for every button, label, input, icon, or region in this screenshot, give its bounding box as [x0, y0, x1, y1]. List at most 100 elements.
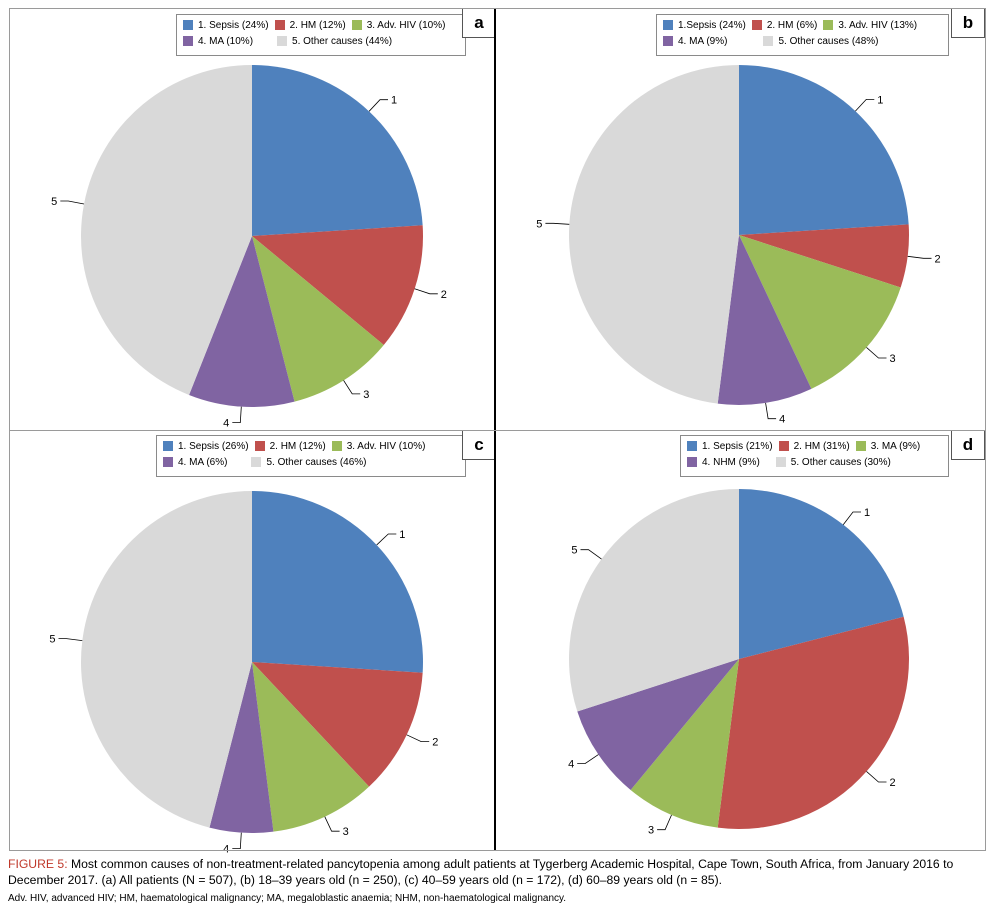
leader-line-2 [406, 734, 430, 743]
panel-letter-b: b [951, 8, 985, 38]
pie-slice-3 [252, 236, 384, 402]
legend-swatch [778, 441, 789, 451]
legend-swatch [254, 441, 265, 451]
slice-label-4: 4 [223, 844, 229, 856]
legend-swatch [274, 20, 285, 30]
slice-label-3: 3 [363, 389, 369, 401]
legend-label: 1. Sepsis (21%) [702, 440, 773, 452]
legend-swatch [351, 20, 362, 30]
leader-line-2 [414, 288, 438, 295]
legend-swatch [183, 20, 193, 30]
legend-swatch [183, 36, 193, 46]
legend-label: 5. Other causes (30%) [790, 456, 891, 468]
pie-slice-4 [717, 235, 812, 406]
legend-swatch [687, 441, 697, 451]
legend-c: 1. Sepsis (26%) 2. HM (12%) 3. Adv. HIV … [156, 435, 466, 477]
panel-b: 1 2 3 4 5 1.Sepsis (24%) 2. HM (6%) 3. Adv. … [495, 8, 985, 430]
pie-slice-1 [739, 489, 904, 659]
figure-caption: FIGURE 5: Most common causes of non-trea… [8, 856, 993, 888]
legend-label: 4. NHM (9%) [702, 456, 760, 468]
legend-label: 2. HM (12%) [289, 19, 346, 31]
pie-slice-2 [252, 662, 423, 787]
leader-line-4 [577, 754, 599, 764]
figure-label: FIGURE 5: [8, 857, 68, 871]
pie-chart-d: 1 2 3 4 5 [568, 489, 910, 837]
legend-swatch [763, 36, 774, 46]
legend-swatch [823, 20, 834, 30]
abbreviations-note: Adv. HIV, advanced HIV; HM, haematologic… [8, 893, 567, 904]
slice-label-3: 3 [890, 353, 896, 365]
slice-label-2: 2 [935, 253, 941, 265]
frame-left [9, 8, 10, 850]
legend-swatch [331, 441, 342, 451]
legend-swatch [163, 457, 173, 467]
slice-label-2: 2 [432, 737, 438, 749]
frame-middle [9, 430, 986, 431]
legend-label: 1. Sepsis (24%) [198, 19, 269, 31]
legend-label: 3. Adv. HIV (13%) [838, 19, 918, 31]
pie-slice-2 [252, 225, 423, 345]
frame-top [9, 8, 986, 9]
legend-label: 2. HM (12%) [269, 440, 326, 452]
slice-label-5: 5 [49, 634, 55, 646]
pie-slice-4 [189, 236, 295, 408]
legend-label: 1.Sepsis (24%) [678, 19, 746, 31]
legend-swatch [751, 20, 762, 30]
panel-d: 1 2 3 4 5 1. Sepsis (21%) 2. HM (31%) 3. MA … [495, 430, 985, 850]
vertical-divider [494, 8, 496, 850]
leader-line-5 [58, 638, 83, 641]
pie-slice-5 [81, 65, 252, 395]
legend-b: 1.Sepsis (24%) 2. HM (6%) 3. Adv. HIV (1… [656, 14, 949, 56]
slice-label-5: 5 [536, 218, 542, 230]
legend-swatch [277, 36, 288, 46]
pie-slice-1 [252, 65, 423, 236]
leader-line-2 [866, 771, 887, 783]
pie-slice-4 [209, 662, 274, 833]
pie-chart-a: 1 2 3 4 5 [51, 65, 447, 430]
slice-label-2: 2 [890, 777, 896, 789]
pie-slice-5 [569, 489, 739, 712]
legend-label: 5. Other causes (46%) [266, 456, 367, 468]
slice-label-3: 3 [648, 825, 654, 837]
panel-c: 1 2 3 4 5 1. Sepsis (26%) 2. HM (12%) 3. Adv… [10, 430, 496, 856]
pie-slice-1 [739, 65, 909, 235]
legend-label: 3. Adv. HIV (10%) [366, 19, 446, 31]
legend-label: 2. HM (31%) [793, 440, 850, 452]
panel-letter-d: d [951, 430, 985, 460]
legend-d: 1. Sepsis (21%) 2. HM (31%) 3. MA (9%) 4… [680, 435, 949, 477]
pie-slice-1 [252, 491, 423, 673]
leader-line-3 [324, 816, 340, 832]
legend-swatch [663, 20, 673, 30]
leader-line-3 [866, 347, 887, 359]
legend-swatch [687, 457, 697, 467]
legend-a: 1. Sepsis (24%) 2. HM (12%) 3. Adv. HIV … [176, 14, 466, 56]
slice-label-4: 4 [223, 418, 229, 430]
slice-label-1: 1 [391, 95, 397, 107]
legend-label: 3. MA (9%) [870, 440, 921, 452]
legend-label: 5. Other causes (44%) [292, 35, 393, 47]
legend-label: 5. Other causes (48%) [778, 35, 879, 47]
leader-line-4 [765, 402, 777, 420]
slice-label-1: 1 [864, 507, 870, 519]
leader-line-5 [60, 200, 85, 205]
legend-swatch [855, 441, 866, 451]
slice-label-2: 2 [441, 289, 447, 301]
legend-label: 4. MA (6%) [178, 456, 228, 468]
frame-bottom [9, 850, 986, 851]
slice-label-5: 5 [51, 196, 57, 208]
leader-line-1 [368, 99, 388, 112]
pie-slice-3 [630, 659, 739, 828]
pie-slice-5 [80, 491, 252, 828]
slice-label-3: 3 [343, 826, 349, 838]
slice-label-1: 1 [877, 94, 883, 106]
panel-letter-c: c [462, 430, 496, 460]
legend-label: 4. MA (10%) [198, 35, 254, 47]
pie-slice-3 [739, 235, 901, 389]
panel-letter-a: a [462, 8, 496, 38]
legend-label: 1. Sepsis (26%) [178, 440, 249, 452]
slice-label-1: 1 [399, 529, 405, 541]
pie-chart-b: 1 2 3 4 5 [536, 65, 941, 426]
pie-slice-5 [568, 65, 739, 404]
leader-line-5 [545, 222, 570, 225]
pie-chart-c: 1 2 3 4 5 [49, 491, 438, 856]
